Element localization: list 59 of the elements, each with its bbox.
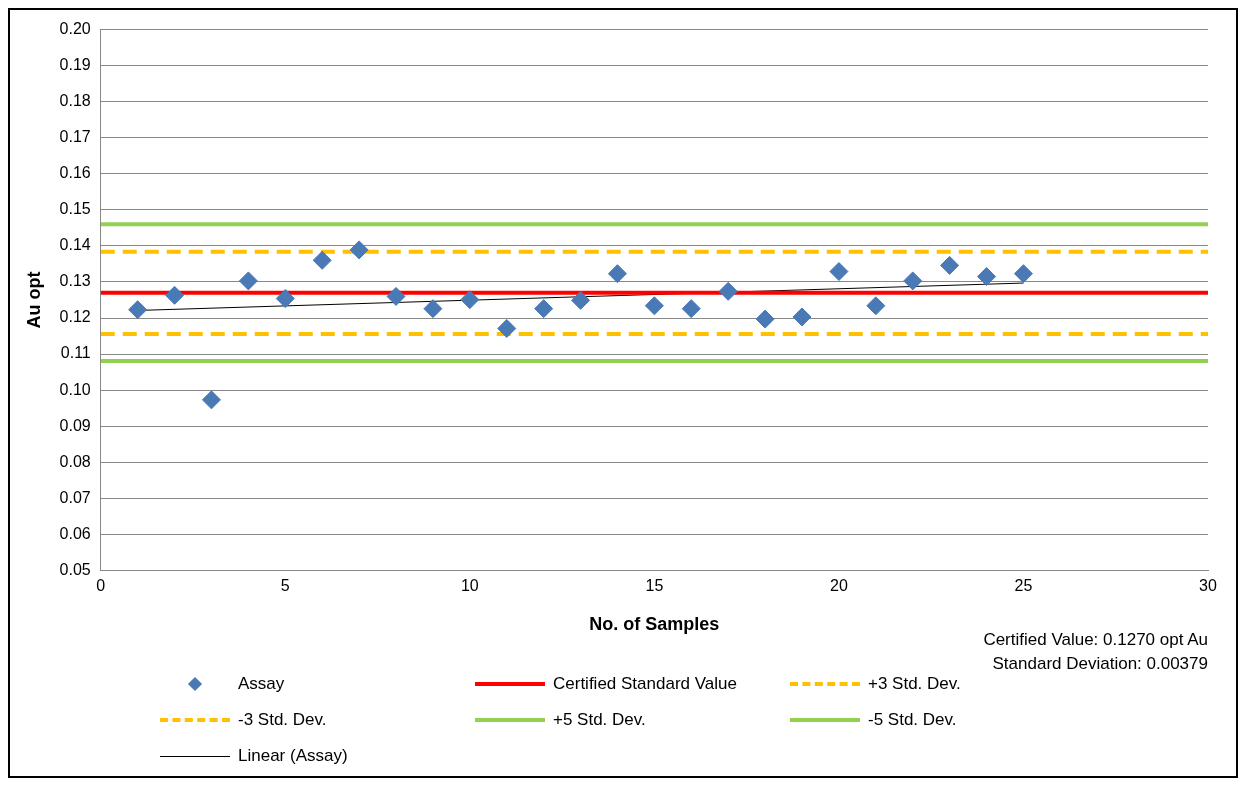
x-tick-label: 30 [1199,576,1217,594]
x-tick-label: 20 [830,576,848,594]
legend-label: Certified Standard Value [553,674,737,694]
point [792,307,812,327]
text: Standard Deviation: 0.00379 [991,653,1208,675]
legend-label: +5 Std. Dev. [553,710,646,730]
point [165,285,185,305]
point [681,299,701,319]
y-tick-label: 0.10 [59,380,91,398]
y-tick-label: 0.12 [59,308,91,326]
y-tick-label: 0.15 [59,200,91,218]
point [607,264,627,284]
point [460,290,480,310]
point [571,290,591,310]
point [238,271,258,291]
y-tick-label: 0.18 [59,92,91,110]
point [128,300,148,320]
point [829,262,849,282]
y-tick-label: 0.08 [59,452,91,470]
y-tick-label: 0.09 [59,416,91,434]
legend-label: Linear (Assay) [238,746,348,766]
y-tick-label: 0.11 [60,344,91,362]
point [201,390,221,410]
point [718,281,738,301]
legend-label: Assay [238,674,285,694]
y-tick-label: 0.13 [59,272,91,290]
x-tick-label: 0 [96,576,106,594]
y-tick-label: 0.14 [59,236,91,254]
legend-label: +3 Std. Dev. [868,674,961,694]
point [423,299,443,319]
point [644,296,664,316]
point [903,271,923,291]
text: Certified Value: 0.1270 opt Au [983,629,1208,651]
x-tick-label: 15 [645,576,664,594]
y-tick-label: 0.19 [59,56,91,74]
point [386,286,406,306]
y-tick-label: 0.06 [59,524,91,542]
point [866,296,886,316]
y-tick-label: 0.20 [59,20,91,38]
y-tick-label: 0.07 [59,488,91,506]
x-tick-label: 5 [280,576,290,594]
x-tick-label: 25 [1014,576,1033,594]
y-tick-label: 0.16 [59,164,91,182]
point [940,255,960,275]
point [349,240,369,260]
point [755,309,775,329]
x-axis-title: No. of Samples [589,614,720,635]
x-tick-label: 10 [460,576,479,594]
legend-label: -5 Std. Dev. [868,710,957,730]
point [275,289,295,309]
point [497,318,517,338]
y-axis-title: Au opt [23,271,44,329]
point [977,267,997,287]
y-tick-label: 0.17 [59,128,91,146]
point [534,299,554,319]
point [1013,264,1033,284]
y-tick-label: 0.05 [59,560,91,578]
point [312,250,332,270]
legend-label: -3 Std. Dev. [238,710,327,730]
